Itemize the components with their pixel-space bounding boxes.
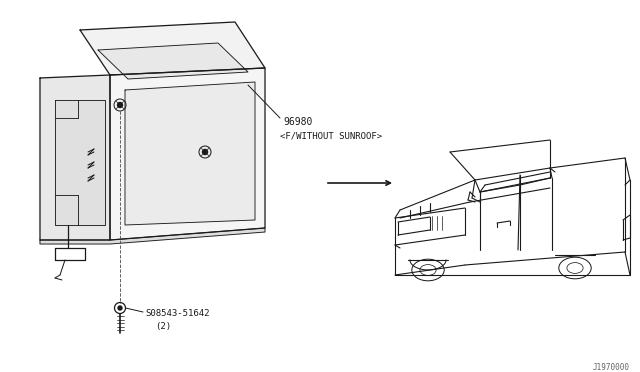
Polygon shape [55,100,105,225]
Polygon shape [40,228,265,244]
Polygon shape [80,22,265,75]
Text: J1970000: J1970000 [593,363,630,372]
Text: 96980: 96980 [283,117,312,127]
Polygon shape [110,68,265,240]
Text: S08543-51642: S08543-51642 [145,308,209,317]
Text: (2): (2) [155,321,171,330]
Circle shape [118,103,122,108]
Polygon shape [40,75,110,240]
Circle shape [202,150,207,154]
Text: <F/WITHOUT SUNROOF>: <F/WITHOUT SUNROOF> [280,131,382,141]
Polygon shape [125,82,255,225]
Circle shape [118,306,122,310]
Polygon shape [98,43,248,79]
